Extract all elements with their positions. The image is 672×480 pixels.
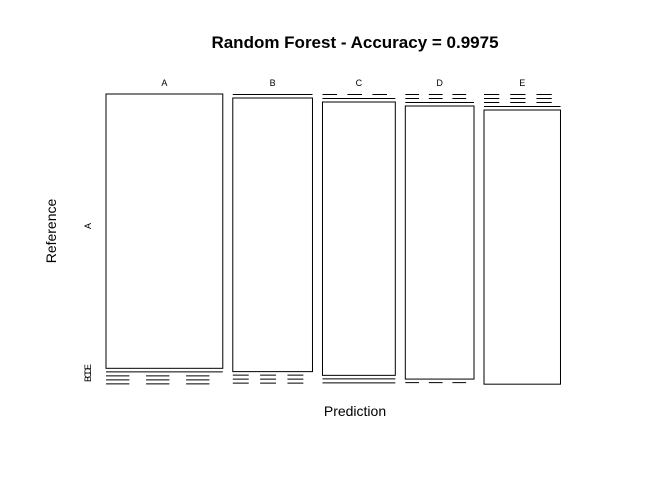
tile-pred-b-ref-b (232, 97, 313, 373)
y-tick-label-b: B (83, 376, 93, 382)
x-tick-label-d: D (436, 78, 443, 88)
x-tick-label-e: E (519, 78, 525, 88)
tile-pred-a-ref-a (105, 93, 224, 369)
x-axis-label: Prediction (324, 403, 386, 419)
mosaic-tiles (105, 93, 561, 385)
x-tick-label-c: C (356, 78, 363, 88)
y-tick-label-e: E (83, 364, 93, 370)
y-tick-label-d: D (83, 367, 93, 374)
y-axis-label: Reference (43, 198, 59, 263)
tile-pred-d-ref-d (404, 105, 475, 380)
y-tick-label-a: A (83, 223, 93, 229)
tile-pred-c-ref-c (321, 101, 396, 376)
x-tick-label-a: A (161, 78, 167, 88)
x-tick-label-b: B (270, 78, 276, 88)
tile-pred-e-ref-e (483, 109, 561, 385)
chart-title: Random Forest - Accuracy = 0.9975 (211, 33, 498, 52)
y-tick-label-c: C (83, 371, 93, 378)
x-tick-labels: A B C D E (161, 78, 525, 88)
